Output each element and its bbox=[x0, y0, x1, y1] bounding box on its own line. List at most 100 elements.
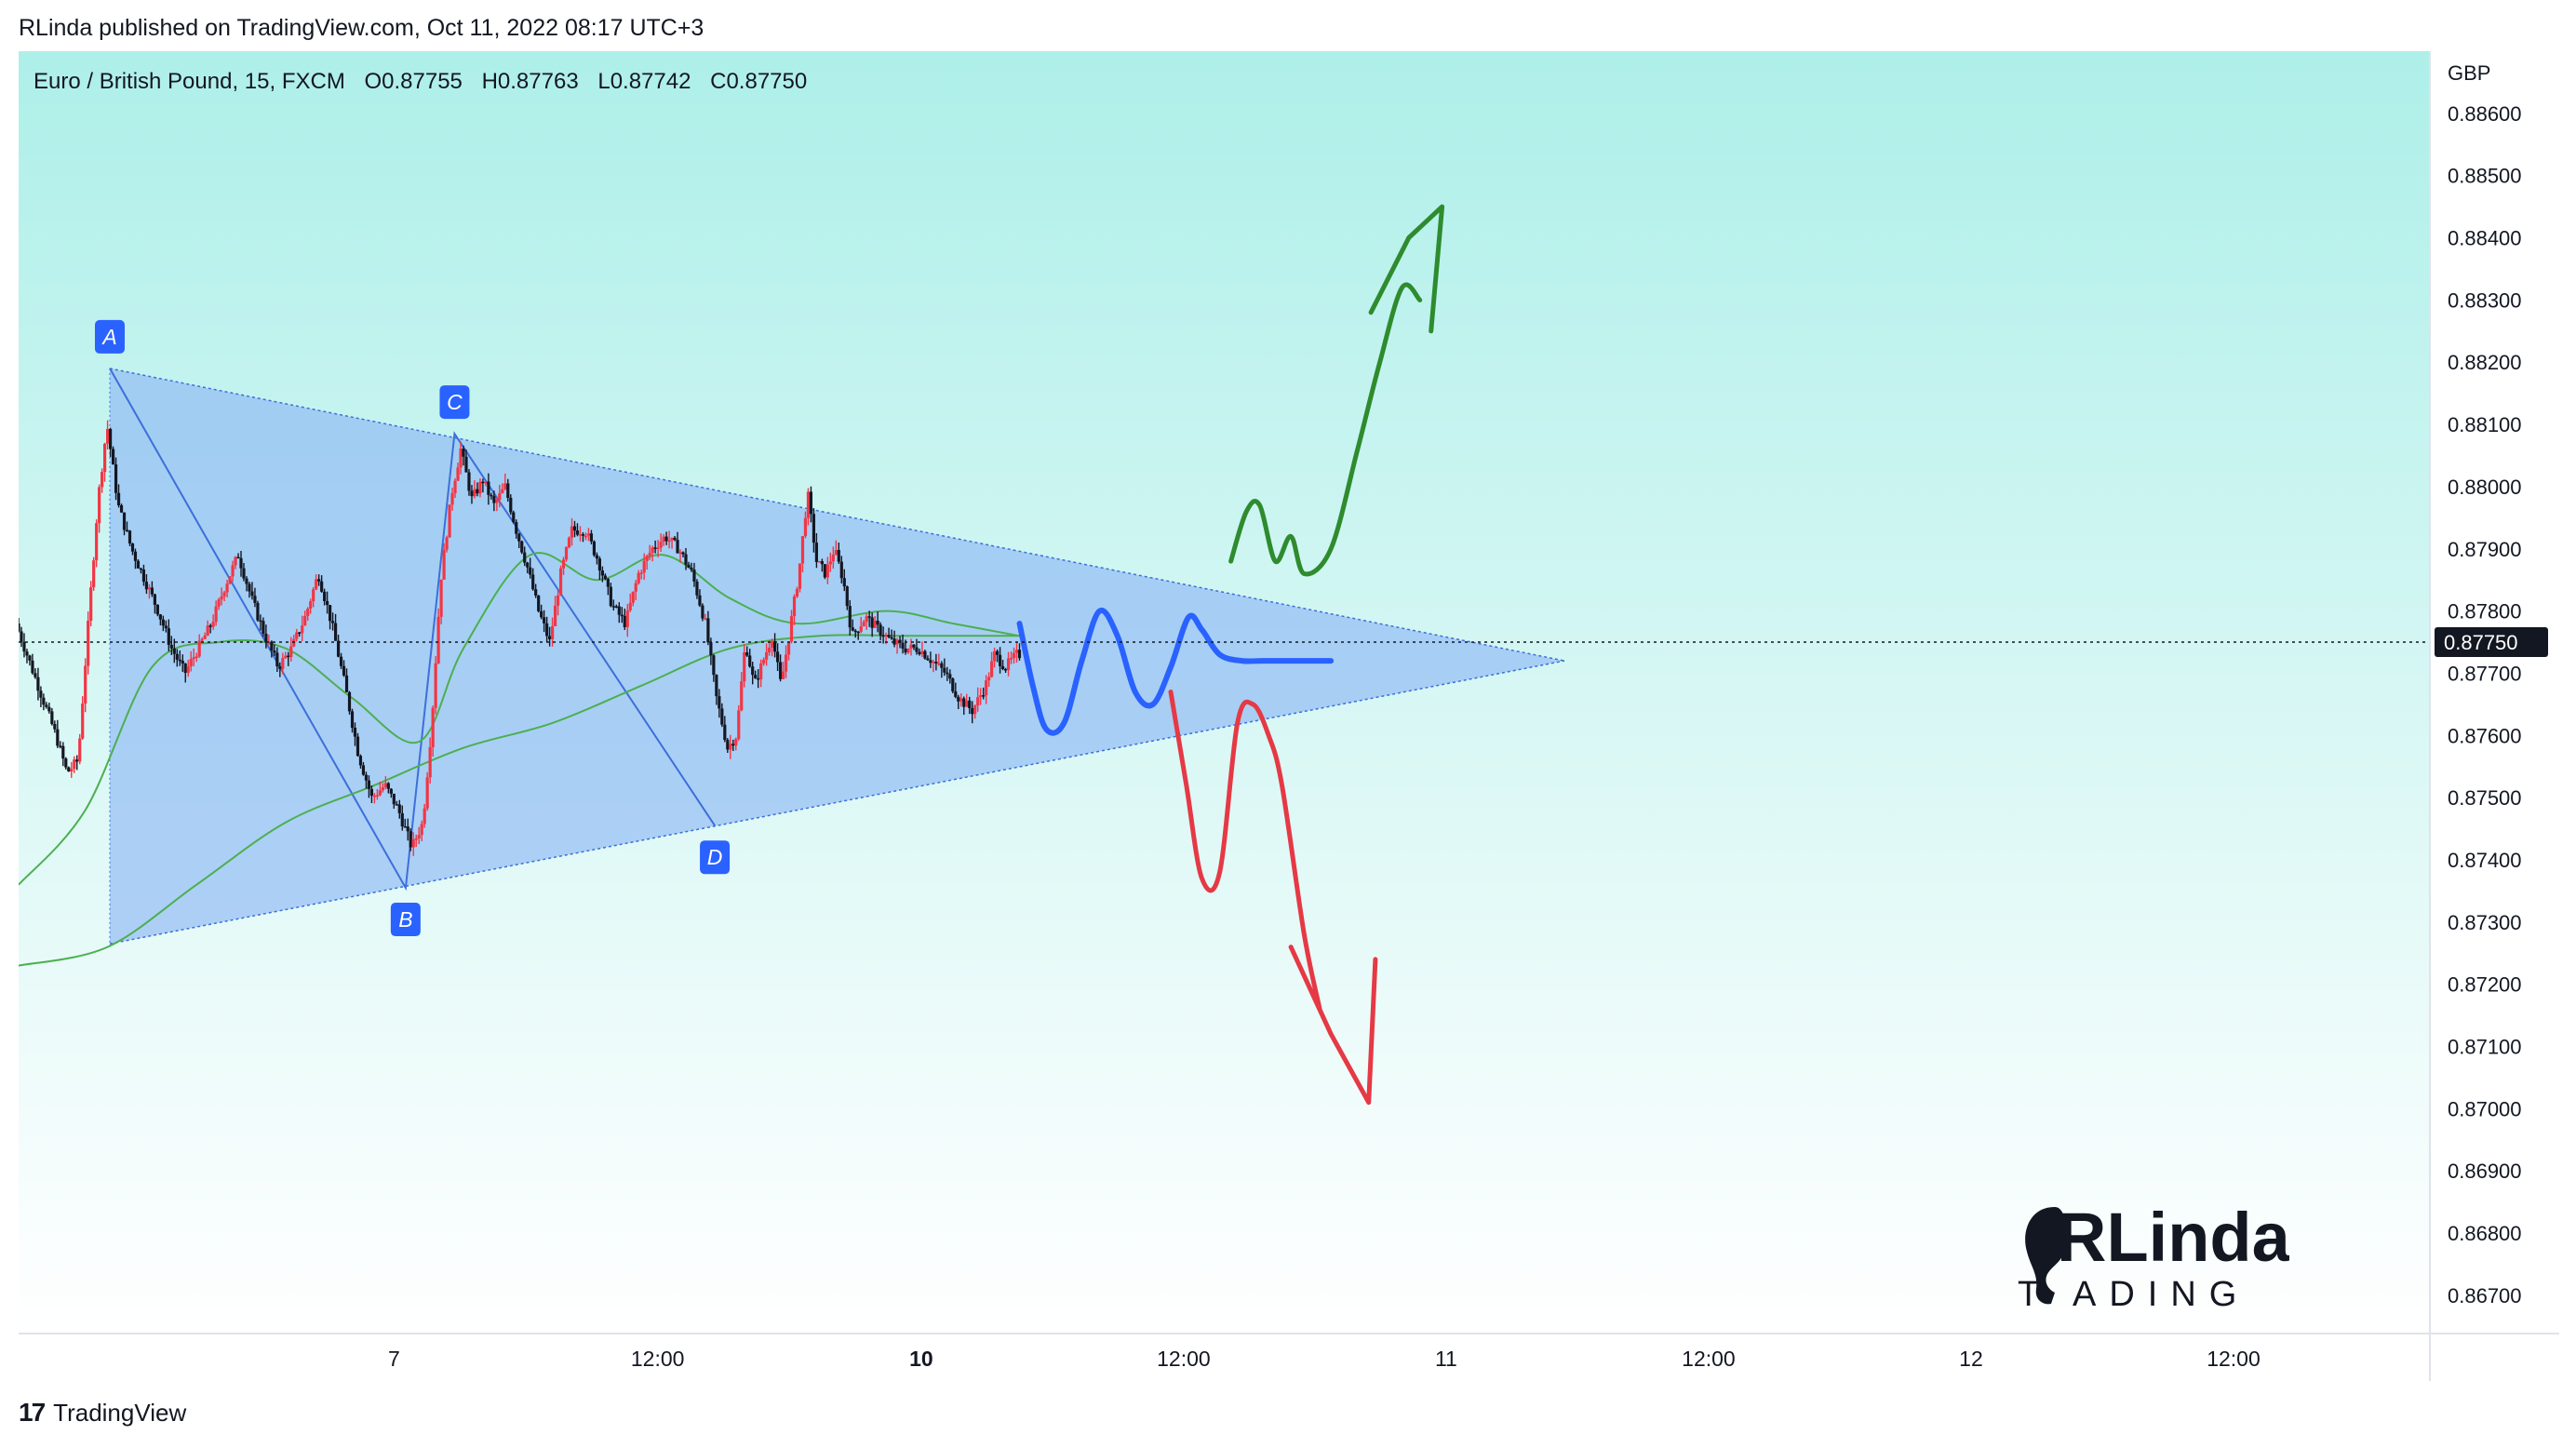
time-tick-label: 12:00 bbox=[1157, 1347, 1211, 1371]
candle-body bbox=[222, 592, 226, 597]
candle-body bbox=[578, 534, 583, 536]
candle-body bbox=[814, 543, 819, 563]
candle-body bbox=[50, 711, 54, 725]
candle-body bbox=[718, 696, 721, 709]
candle-body bbox=[786, 641, 791, 655]
candle-body bbox=[495, 500, 499, 503]
candle-body bbox=[329, 605, 332, 622]
price-chart[interactable]: A B C D bbox=[17, 51, 2429, 1333]
price-tick-label: 0.87600 bbox=[2448, 724, 2522, 747]
candle-body bbox=[698, 595, 702, 606]
candle-body bbox=[303, 615, 307, 626]
candle-body bbox=[200, 638, 204, 641]
candle-body bbox=[315, 579, 318, 590]
candle-body bbox=[369, 788, 374, 797]
triangle-fill bbox=[109, 368, 1565, 945]
candle-body bbox=[298, 632, 302, 635]
candle-body bbox=[737, 710, 741, 740]
candle-body bbox=[548, 636, 552, 639]
candle-body bbox=[595, 555, 598, 559]
candle-body bbox=[22, 641, 26, 652]
candle-body bbox=[34, 673, 37, 677]
candle-body bbox=[1003, 669, 1008, 671]
candle-body bbox=[236, 556, 240, 559]
candle-body bbox=[712, 655, 716, 676]
candle-body bbox=[487, 481, 490, 495]
price-tick-label: 0.87300 bbox=[2448, 911, 2522, 934]
candle-body bbox=[214, 606, 218, 623]
candle-body bbox=[842, 578, 846, 587]
candle-body bbox=[336, 640, 341, 657]
candle-body bbox=[470, 490, 474, 497]
candle-body bbox=[748, 655, 752, 667]
chart-plot-area[interactable]: A B C D Euro / British Pound, 15, FXCM O0.8… bbox=[17, 51, 2429, 1333]
candle-body bbox=[600, 570, 604, 576]
price-axis-ticks: 0.88600 0.88500 0.88400 0.88300 0.88200 0.881… bbox=[2448, 102, 2522, 1307]
candle-body bbox=[234, 556, 237, 566]
projection-paths bbox=[1016, 204, 1445, 1106]
candle-body bbox=[553, 605, 557, 626]
candle-body bbox=[175, 653, 179, 660]
footer[interactable]: 17 TradingView bbox=[19, 1398, 186, 1428]
candle-body bbox=[609, 586, 612, 607]
candle-body bbox=[648, 553, 651, 556]
candle-body bbox=[111, 449, 115, 465]
candle-body bbox=[692, 570, 696, 582]
candle-body bbox=[59, 745, 62, 747]
candle-body bbox=[895, 639, 899, 645]
candle-body bbox=[909, 644, 913, 649]
symbol-legend[interactable]: Euro / British Pound, 15, FXCM O0.87755 … bbox=[34, 69, 820, 95]
candle-body bbox=[206, 625, 209, 637]
candle-body bbox=[434, 663, 437, 708]
candle-body bbox=[973, 705, 977, 715]
candle-body bbox=[42, 697, 46, 705]
candle-body bbox=[1000, 665, 1005, 670]
candle-body bbox=[537, 595, 541, 611]
candle-body bbox=[820, 561, 824, 565]
candle-body bbox=[567, 537, 571, 548]
candle-body bbox=[67, 767, 71, 771]
candle-body bbox=[765, 651, 769, 660]
candle-body bbox=[734, 739, 738, 746]
candle-body bbox=[141, 569, 146, 583]
candle-body bbox=[36, 677, 40, 691]
candle-body bbox=[948, 674, 952, 679]
candle-body bbox=[759, 663, 763, 679]
legend-symbol: Euro / British Pound, 15, FXCM bbox=[34, 69, 345, 94]
candle-body bbox=[400, 812, 404, 827]
candle-body bbox=[634, 583, 637, 592]
candle-body bbox=[211, 622, 215, 627]
candle-body bbox=[364, 774, 369, 781]
candle-body bbox=[306, 608, 310, 616]
triangle-lower-edge bbox=[109, 660, 1565, 945]
candle-body bbox=[937, 663, 941, 665]
abcd-pattern bbox=[109, 368, 716, 892]
candle-body bbox=[167, 628, 170, 645]
ma-long-line bbox=[18, 634, 1020, 967]
price-tick-label: 0.88200 bbox=[2448, 351, 2522, 374]
candle-body bbox=[653, 547, 657, 549]
candle-body bbox=[723, 724, 727, 741]
price-axis[interactable]: 0.88600 0.88500 0.88400 0.88300 0.88200 0.881… bbox=[2429, 51, 2559, 1333]
candle-body bbox=[119, 504, 124, 513]
candle-body bbox=[262, 621, 265, 635]
candle-body bbox=[890, 637, 893, 639]
candle-body bbox=[330, 621, 335, 623]
candle-body bbox=[153, 594, 156, 605]
ma-short-line bbox=[18, 552, 1020, 886]
candle-body bbox=[881, 635, 885, 637]
currency-label: GBP bbox=[2448, 61, 2491, 85]
candle-body bbox=[231, 565, 235, 577]
price-tick-label: 0.86900 bbox=[2448, 1160, 2522, 1183]
candle-body bbox=[326, 600, 329, 606]
candle-body bbox=[172, 648, 176, 654]
legend-open: O0.87755 bbox=[364, 69, 463, 94]
bullish-scenario-line bbox=[1228, 282, 1423, 577]
candle-body bbox=[803, 517, 808, 537]
abcd-zigzag bbox=[109, 368, 716, 892]
candle-body bbox=[356, 736, 360, 757]
candle-body bbox=[851, 627, 854, 631]
candle-body bbox=[473, 489, 476, 497]
candle-body bbox=[795, 588, 799, 597]
